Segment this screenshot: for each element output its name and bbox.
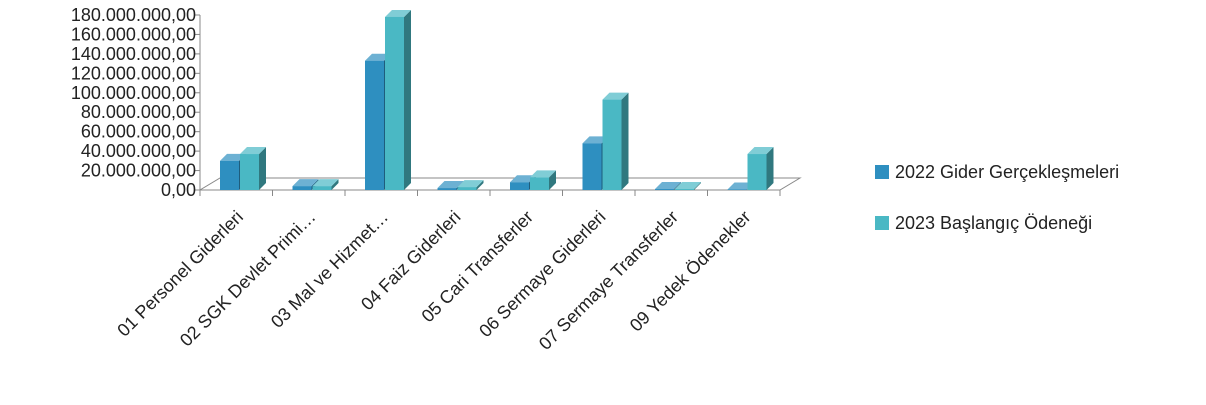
y-tick-label: 60.000.000,00 — [81, 122, 196, 142]
bar-2-7 — [675, 182, 701, 190]
y-tick-label: 160.000.000,00 — [71, 24, 196, 44]
x-tick-label: 02 SGK Devlet Primi… — [176, 207, 320, 351]
bar-2-3 — [385, 9, 411, 191]
legend-label-series-2: 2023 Başlangıç Ödeneği — [895, 212, 1093, 233]
chart-legend: 2022 Gider Gerçekleşmeleri 2023 Başlangı… — [875, 160, 1119, 262]
y-tick-label: 140.000.000,00 — [71, 44, 196, 64]
chart-floor — [198, 177, 802, 191]
bar-2-1 — [240, 147, 266, 190]
y-tick-label: 120.000.000,00 — [71, 63, 196, 83]
x-tick-label: 07 Sermaye Transferler — [535, 207, 682, 354]
y-tick-label: 20.000.000,00 — [81, 161, 196, 181]
bar-2-4 — [457, 180, 484, 190]
chart-bars — [220, 9, 774, 191]
bar-2-8 — [747, 147, 774, 190]
legend-swatch-series-1 — [875, 165, 889, 179]
y-tick-label: 40.000.000,00 — [81, 141, 196, 161]
bar-1-7 — [655, 182, 681, 190]
x-tick-label: 06 Sermaye Giderleri — [475, 207, 609, 341]
legend-item-series-2: 2023 Başlangıç Ödeneği — [875, 211, 1119, 235]
bar-2-6 — [602, 92, 629, 190]
legend-item-series-1: 2022 Gider Gerçekleşmeleri — [875, 160, 1119, 184]
bar-2-2 — [312, 179, 339, 190]
y-tick-label: 180.000.000,00 — [71, 5, 196, 25]
y-tick-label: 100.000.000,00 — [71, 83, 196, 103]
legend-swatch-series-2 — [875, 216, 889, 230]
y-tick-label: 0,00 — [161, 180, 196, 200]
bar-2-5 — [530, 170, 556, 190]
chart-canvas: 0,0020.000.000,0040.000.000,0060.000.000… — [71, 5, 802, 354]
legend-label-series-1: 2022 Gider Gerçekleşmeleri — [895, 161, 1120, 182]
chart-axes — [195, 14, 802, 196]
y-tick-label: 80.000.000,00 — [81, 102, 196, 122]
x-tick-label: 09 Yedek Ödenekler — [626, 207, 755, 336]
x-tick-label: 01 Personel Giderleri — [113, 207, 247, 341]
y-axis-tick-labels: 0,0020.000.000,0040.000.000,0060.000.000… — [71, 5, 196, 200]
